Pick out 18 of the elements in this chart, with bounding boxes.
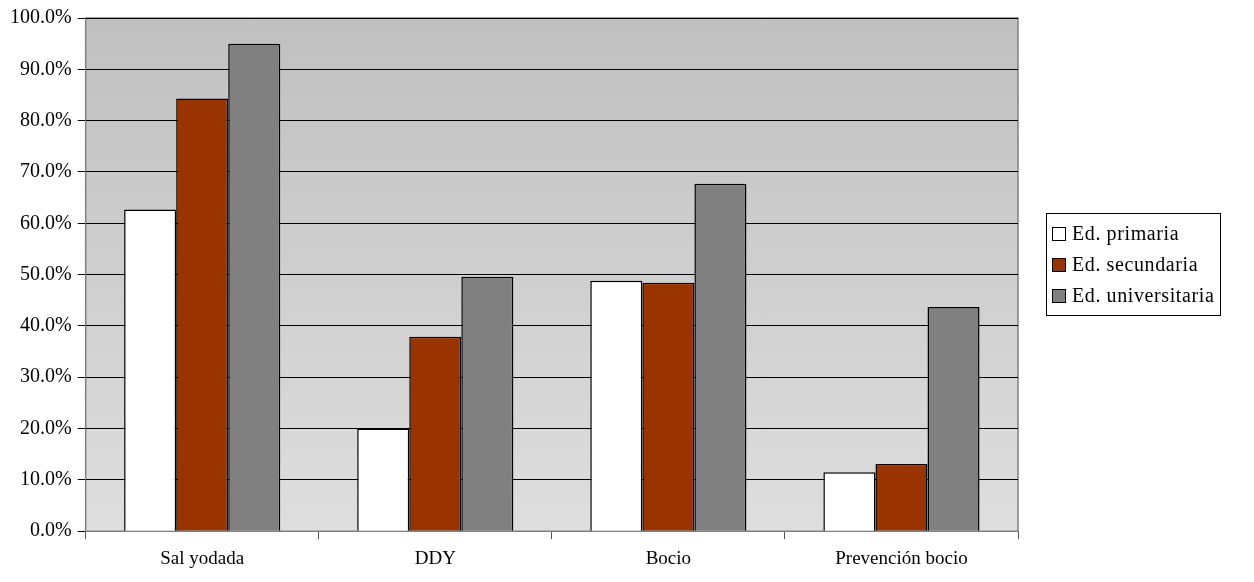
y-tick-label: 10.0% [19,467,72,490]
legend-label: Ed. secundaria [1072,253,1199,275]
y-tick-label: 20.0% [19,415,72,438]
y-tick-label: 90.0% [19,56,72,79]
x-tick-label: Prevención bocio [835,546,968,568]
x-tick-label: Sal yodada [160,546,245,568]
legend-label: Ed. primaria [1072,222,1180,244]
y-tick-label: 70.0% [19,159,72,182]
y-tick-label: 100.0% [9,5,72,28]
y-tick-label: 40.0% [19,313,72,336]
x-tick-label: Bocio [645,546,692,568]
y-tick-label: 30.0% [19,364,72,387]
y-tick-label: 50.0% [19,261,72,284]
y-tick-label: 80.0% [19,107,72,130]
legend-label: Ed. universitaria [1072,284,1215,306]
x-tick-label: DDY [414,546,457,568]
y-tick-label: 60.0% [19,210,72,233]
y-tick-label: 0.0% [29,518,72,541]
